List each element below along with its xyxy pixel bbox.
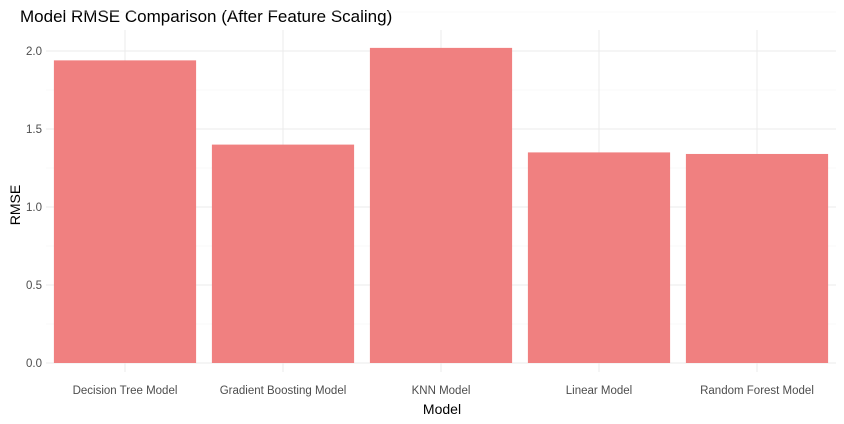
y-tick-labels: 0.0 0.5 1.0 1.5 2.0	[26, 46, 42, 370]
y-tick-label: 2.0	[26, 46, 42, 58]
x-tick-label: Gradient Boosting Model	[220, 385, 347, 397]
y-axis-title: RMSE	[7, 185, 23, 225]
bar	[53, 60, 197, 364]
y-tick-label: 1.5	[26, 124, 42, 136]
x-axis-title: Model	[423, 401, 461, 417]
bar	[527, 152, 671, 363]
bar	[211, 144, 355, 363]
x-tick-label: KNN Model	[412, 385, 471, 397]
bar	[369, 47, 513, 363]
bar	[685, 153, 829, 363]
y-tick-label: 0.0	[26, 358, 42, 370]
y-tick-label: 1.0	[26, 202, 42, 214]
chart-title: Model RMSE Comparison (After Feature Sca…	[20, 7, 392, 26]
x-tick-label: Random Forest Model	[700, 385, 814, 397]
y-tick-label: 0.5	[26, 280, 42, 292]
x-tick-labels: Decision Tree Model Gradient Boosting Mod…	[73, 385, 814, 397]
bars-layer	[53, 47, 829, 364]
x-tick-label: Decision Tree Model	[73, 385, 178, 397]
x-tick-label: Linear Model	[566, 385, 632, 397]
